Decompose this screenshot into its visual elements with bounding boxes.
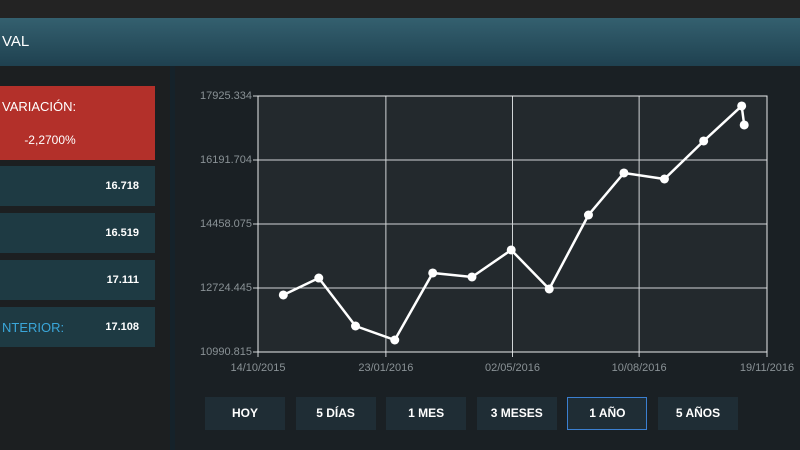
range-button[interactable]: 1 MES — [386, 397, 467, 430]
x-tick-label: 23/01/2016 — [358, 362, 413, 374]
data-point — [699, 136, 709, 146]
data-point — [739, 120, 749, 130]
stat-row: 16.519 — [0, 213, 155, 253]
range-button[interactable]: 1 AÑO — [567, 397, 648, 430]
y-tick-label: 10990.815 — [200, 346, 252, 358]
data-point — [390, 335, 400, 345]
data-point — [278, 290, 288, 300]
data-point — [314, 273, 324, 283]
header-title: VAL — [2, 33, 30, 50]
data-point — [659, 174, 669, 184]
stat-value: 17.108 — [105, 321, 139, 333]
stat-value: 16.718 — [105, 180, 139, 192]
data-point — [428, 268, 438, 278]
header-bar — [0, 18, 800, 66]
variation-box — [0, 86, 155, 160]
x-tick-label: 19/11/2016 — [740, 362, 794, 374]
plot-border — [257, 95, 768, 353]
range-button[interactable]: 3 MESES — [476, 397, 557, 430]
variation-value: -2,2700% — [24, 133, 76, 147]
y-tick-label: 14458.075 — [200, 218, 252, 230]
y-tick-label: 12724.445 — [200, 282, 252, 294]
data-point — [619, 168, 629, 178]
range-button[interactable]: HOY — [205, 397, 285, 430]
data-point — [544, 284, 554, 294]
data-point — [506, 245, 516, 255]
stat-value: 17.111 — [106, 274, 139, 286]
stat-row: NTERIOR: 17.108 — [0, 307, 155, 347]
y-tick-label: 17925.334 — [200, 90, 252, 102]
range-button[interactable]: 5 AÑOS — [658, 397, 738, 430]
range-button[interactable]: 5 DÍAS — [295, 397, 376, 430]
data-point — [350, 321, 360, 331]
stat-row: 16.718 — [0, 166, 155, 206]
data-point — [583, 210, 593, 220]
stat-row: 17.111 — [0, 260, 155, 300]
y-tick-label: 16191.704 — [200, 154, 252, 166]
data-point — [467, 272, 477, 282]
series-line — [282, 103, 746, 342]
x-tick-label: 14/10/2015 — [230, 362, 285, 374]
stat-value: 16.519 — [105, 227, 139, 239]
x-tick-label: 02/05/2016 — [485, 362, 540, 374]
variation-label: VARIACIÓN: — [2, 99, 77, 114]
top-bar — [0, 0, 800, 18]
x-tick-label: 10/08/2016 — [612, 362, 667, 374]
stat-label: NTERIOR: — [2, 320, 65, 335]
data-point — [737, 101, 747, 111]
